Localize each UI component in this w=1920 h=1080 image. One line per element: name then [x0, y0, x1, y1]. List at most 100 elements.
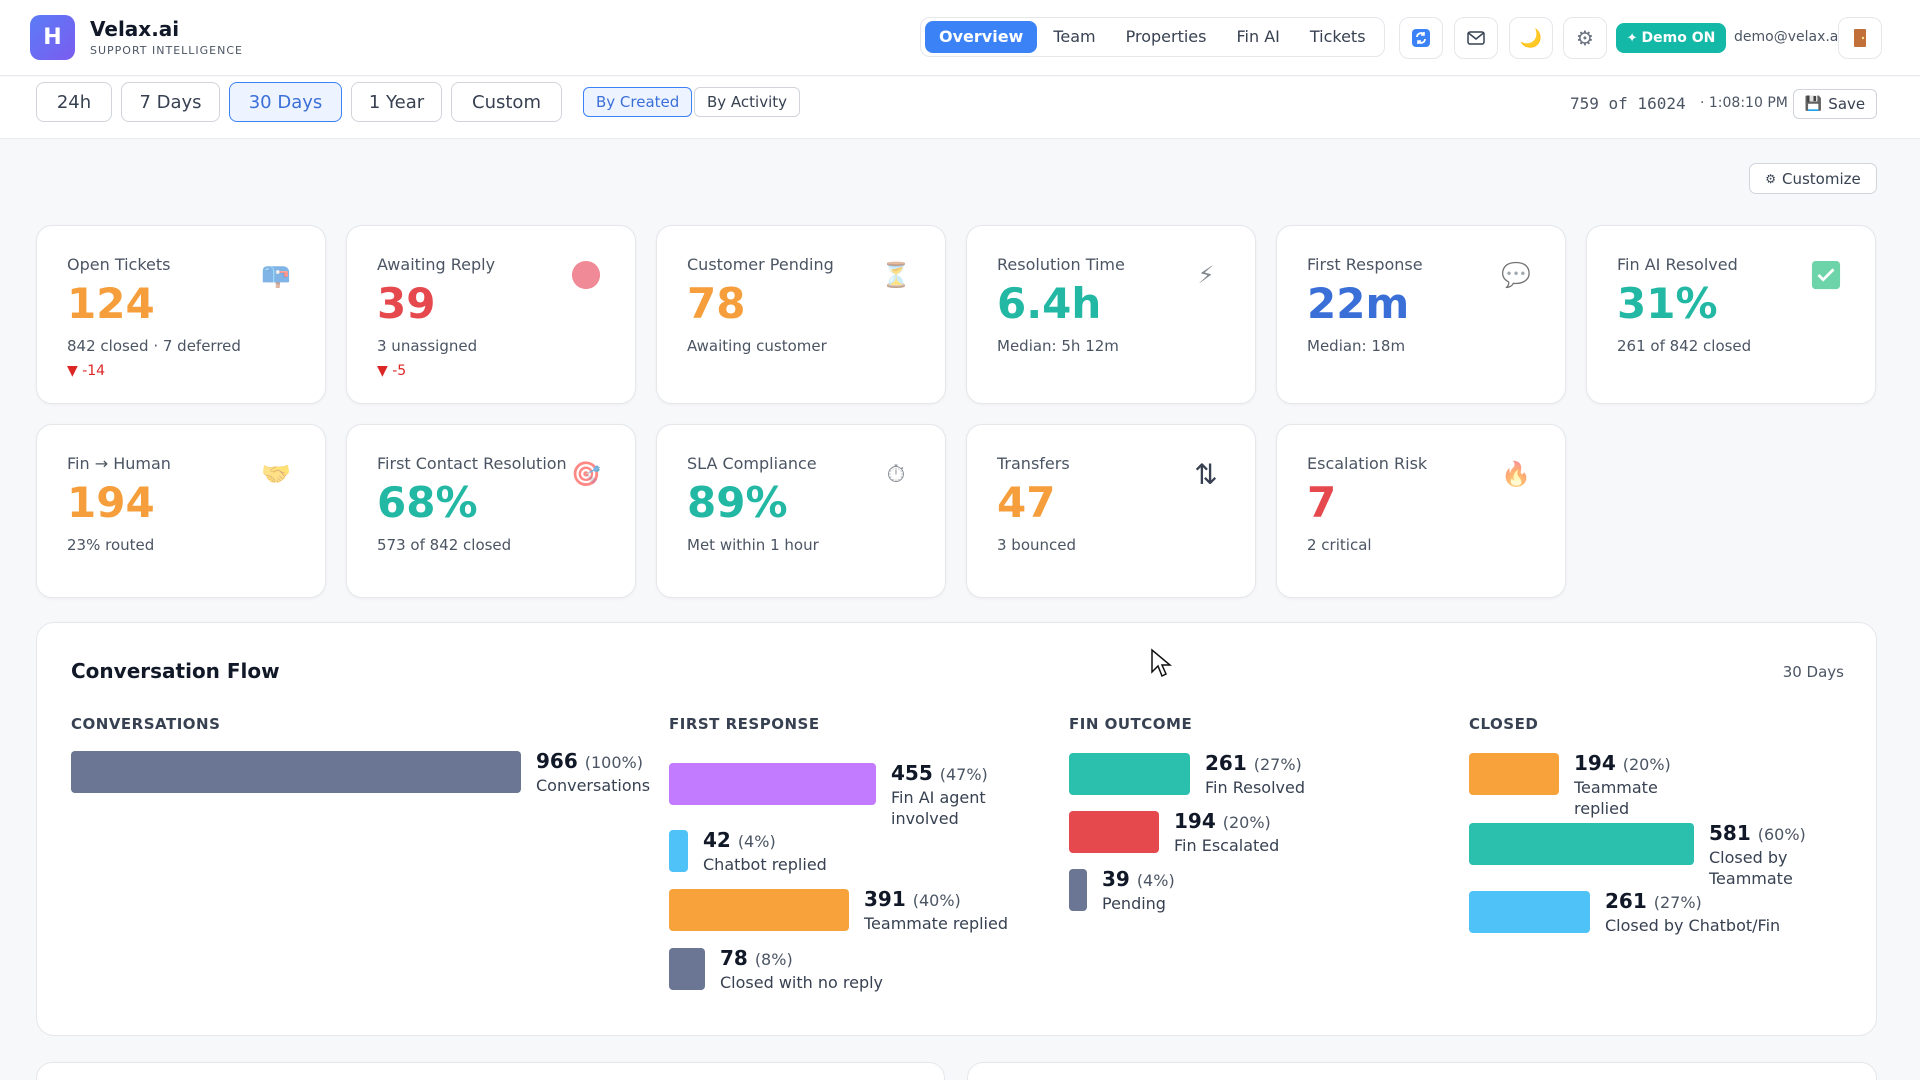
range-24h-button[interactable]: 24h	[36, 82, 112, 122]
kpi-subtext: 2 critical	[1307, 536, 1372, 554]
by-created-button[interactable]: By Created	[583, 87, 693, 117]
top-bar: H Velax.ai SUPPORT INTELLIGENCE Overview…	[0, 0, 1920, 76]
kpi-value: 6.4h	[997, 279, 1102, 328]
kpi-delta: ▼ -14	[67, 363, 106, 379]
kpi-card[interactable]: Transfers 47 3 bounced ⇅	[966, 424, 1256, 598]
flow-count: 261 (27%)	[1205, 751, 1302, 775]
kpi-value: 68%	[377, 478, 478, 527]
kpi-card[interactable]: First Response 22m Median: 18m 💬	[1276, 225, 1566, 404]
kpi-label: First Contact Resolution	[377, 454, 567, 473]
kpi-card[interactable]: Escalation Risk 7 2 critical 🔥	[1276, 424, 1566, 598]
flow-percent: (20%)	[1222, 813, 1271, 832]
kpi-card[interactable]: Resolution Time 6.4h Median: 5h 12m ⚡	[966, 225, 1256, 404]
flow-count-value: 261	[1605, 889, 1647, 913]
kpi-card[interactable]: Open Tickets 124 842 closed · 7 deferred ▼ …	[36, 225, 326, 404]
flow-caption: Fin Resolved	[1205, 778, 1305, 797]
kpi-subtext: 842 closed · 7 deferred	[67, 337, 241, 355]
range-1year-button[interactable]: 1 Year	[351, 82, 442, 122]
flow-count: 78 (8%)	[720, 946, 793, 970]
kpi-subtext: 573 of 842 closed	[377, 536, 512, 554]
filter-bar: 24h 7 Days 30 Days 1 Year Custom By Crea…	[0, 77, 1920, 139]
flow-caption: Closed with no reply	[720, 973, 884, 992]
flow-bar[interactable]	[1069, 753, 1190, 795]
kpi-card[interactable]: First Contact Resolution 68% 573 of 842 cl…	[346, 424, 636, 598]
logout-button[interactable]	[1838, 17, 1882, 59]
flow-count-value: 455	[891, 761, 933, 785]
kpi-card[interactable]: Fin → Human 194 23% routed 🤝	[36, 424, 326, 598]
mail-icon	[1467, 31, 1485, 45]
kpi-subtext: 3 unassigned	[377, 337, 478, 355]
flow-bar[interactable]	[1469, 823, 1694, 865]
flow-percent: (47%)	[939, 765, 988, 784]
flow-range: 30 Days	[1782, 663, 1844, 681]
sparkle-icon: ✦	[1626, 30, 1638, 46]
tab-overview[interactable]: Overview	[925, 21, 1038, 53]
settings-button[interactable]: ⚙	[1563, 17, 1607, 59]
tab-team[interactable]: Team	[1053, 27, 1096, 46]
range-custom-button[interactable]: Custom	[451, 82, 562, 122]
tab-fin-ai[interactable]: Fin AI	[1236, 27, 1280, 46]
flow-caption: Closed by Teammate	[1709, 848, 1793, 888]
flow-count: 261 (27%)	[1605, 889, 1702, 913]
flow-count: 391 (40%)	[864, 887, 961, 911]
transfer-arrows-icon: ⇅	[1194, 457, 1218, 491]
flow-count-value: 581	[1709, 821, 1751, 845]
kpi-subtext: Median: 5h 12m	[997, 337, 1119, 355]
tab-tickets[interactable]: Tickets	[1309, 27, 1366, 46]
kpi-card[interactable]: SLA Compliance 89% Met within 1 hour ⏱	[656, 424, 946, 598]
kpi-value: 89%	[687, 478, 788, 527]
flow-caption: Pending	[1102, 894, 1166, 913]
flow-bar[interactable]	[669, 948, 705, 990]
red-circle-icon	[571, 260, 601, 290]
flow-column-heading: FIRST RESPONSE	[669, 715, 820, 733]
flow-bar[interactable]	[669, 763, 876, 805]
range-30days-button[interactable]: 30 Days	[229, 82, 342, 122]
refresh-button[interactable]	[1399, 17, 1443, 59]
bottom-panel-right	[967, 1062, 1877, 1080]
by-activity-button[interactable]: By Activity	[694, 87, 801, 117]
kpi-label: Transfers	[997, 454, 1070, 473]
result-count: 759 of 16024	[1570, 94, 1686, 113]
brand-subtitle: SUPPORT INTELLIGENCE	[90, 44, 243, 57]
lightning-icon: ⚡	[1197, 261, 1215, 289]
flow-bar[interactable]	[1469, 753, 1559, 795]
flow-bar[interactable]	[669, 889, 849, 931]
kpi-card[interactable]: Awaiting Reply 39 3 unassigned ▼ -5	[346, 225, 636, 404]
handshake-icon: 🤝	[261, 460, 291, 488]
demo-toggle[interactable]: ✦ Demo ON	[1616, 23, 1726, 53]
flow-percent: (100%)	[584, 753, 643, 772]
kpi-subtext: 3 bounced	[997, 536, 1077, 554]
user-email: demo@velax.ai	[1734, 29, 1843, 45]
door-icon	[1854, 29, 1866, 47]
flow-count-value: 194	[1574, 751, 1616, 775]
flow-caption: Chatbot replied	[703, 855, 827, 874]
app-logo[interactable]: H	[30, 15, 75, 60]
save-label: Save	[1828, 95, 1866, 113]
kpi-value: 22m	[1307, 279, 1410, 328]
kpi-subtext: 261 of 842 closed	[1617, 337, 1752, 355]
flow-bar[interactable]	[1069, 811, 1159, 853]
kpi-card[interactable]: Fin AI Resolved 31% 261 of 842 closed	[1586, 225, 1876, 404]
flow-count: 194 (20%)	[1174, 809, 1271, 833]
flow-bar[interactable]	[1469, 891, 1590, 933]
flow-caption: Teammate replied	[864, 914, 1008, 933]
flow-count: 581 (60%)	[1709, 821, 1806, 845]
range-7days-button[interactable]: 7 Days	[121, 82, 220, 122]
customize-button[interactable]: ⚙ Customize	[1749, 163, 1877, 194]
kpi-label: Resolution Time	[997, 255, 1125, 274]
flow-bar[interactable]	[1069, 869, 1087, 911]
kpi-value: 194	[67, 478, 155, 527]
theme-toggle-button[interactable]: 🌙	[1509, 17, 1553, 59]
mail-button[interactable]	[1454, 17, 1498, 59]
customize-label: Customize	[1782, 169, 1861, 188]
kpi-label: First Response	[1307, 255, 1423, 274]
flow-bar[interactable]	[71, 751, 521, 793]
save-button[interactable]: 💾 Save	[1793, 89, 1877, 119]
mailbox-icon: 📪	[261, 261, 291, 289]
flow-count-value: 966	[536, 749, 578, 773]
kpi-value: 124	[67, 279, 155, 328]
kpi-card[interactable]: Customer Pending 78 Awaiting customer ⏳	[656, 225, 946, 404]
refresh-icon	[1412, 29, 1430, 47]
tab-properties[interactable]: Properties	[1125, 27, 1207, 46]
flow-bar[interactable]	[669, 830, 688, 872]
